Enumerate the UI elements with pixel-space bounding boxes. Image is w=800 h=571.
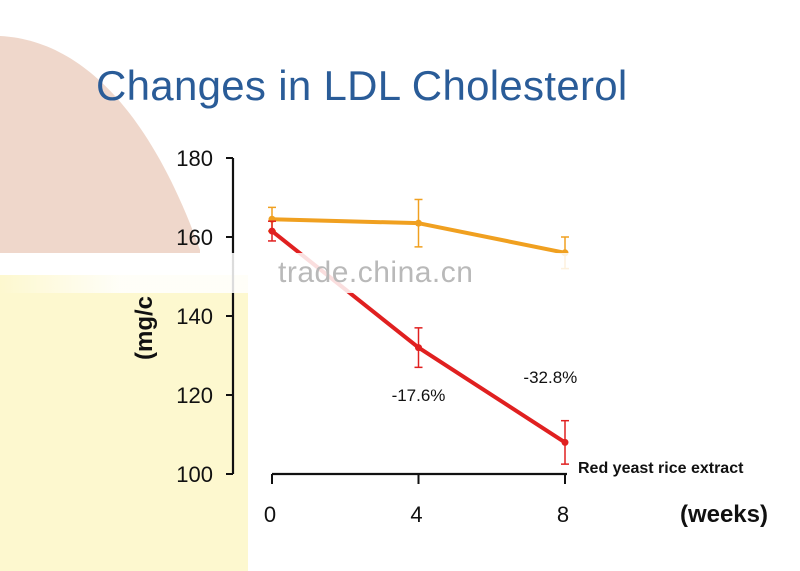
annotation: -17.6% (392, 386, 446, 405)
x-tick-label: 0 (264, 502, 276, 527)
data-point (415, 344, 422, 352)
y-tick-label: 100 (176, 462, 213, 487)
data-point (268, 227, 276, 235)
annotation: -32.8% (523, 368, 577, 387)
y-tick-label: 180 (176, 146, 213, 171)
series-label: Red yeast rice extract (578, 460, 744, 477)
watermark-text: trade.china.cn (278, 256, 474, 289)
x-tick-label: 8 (557, 502, 569, 527)
chart-title: Changes in LDL Cholesterol (96, 62, 628, 109)
series-layer (268, 198, 569, 465)
axes: 100 120 140 160 180 0 4 8 (weeks) (mg/c (131, 146, 768, 528)
data-point (561, 438, 569, 446)
x-tick-label: 4 (410, 502, 422, 527)
y-tick-label: 140 (176, 304, 213, 329)
background-yellow-panel (0, 275, 248, 571)
y-tick-label: 120 (176, 383, 213, 408)
watermark-band (0, 253, 800, 293)
labels-layer: Red yeast rice extract -17.6% -32.8% (392, 368, 745, 477)
data-point (415, 219, 422, 227)
x-axis-title: (weeks) (680, 501, 768, 528)
y-axis-title: (mg/c (131, 296, 158, 360)
y-tick-label: 160 (176, 225, 213, 250)
